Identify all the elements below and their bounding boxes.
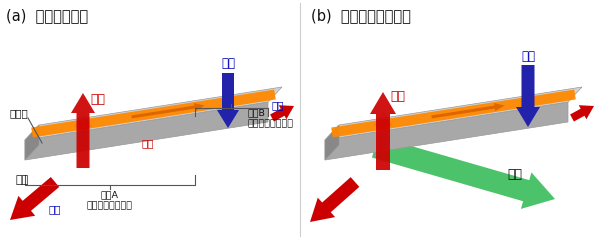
FancyArrow shape (370, 92, 396, 170)
FancyArrow shape (10, 177, 59, 220)
Text: 導電体: 導電体 (10, 108, 29, 118)
FancyArrow shape (431, 103, 505, 118)
Text: 領域A
（正の温度勾配）: 領域A （正の温度勾配） (87, 190, 133, 210)
Text: 磁場: 磁場 (508, 168, 523, 181)
Text: 発熱: 発熱 (390, 90, 405, 103)
Polygon shape (25, 87, 282, 140)
FancyArrow shape (74, 112, 92, 162)
FancyArrow shape (217, 73, 239, 128)
Text: 高温: 高温 (142, 138, 154, 148)
Text: 電流: 電流 (15, 175, 28, 185)
Text: 吸熱: 吸熱 (221, 57, 235, 70)
Text: 低温: 低温 (49, 204, 61, 214)
FancyArrow shape (270, 105, 294, 121)
Text: 発熱: 発熱 (90, 93, 105, 106)
Text: (b)  磁気トムソン効果: (b) 磁気トムソン効果 (311, 8, 411, 23)
Polygon shape (31, 90, 276, 137)
Text: 領域B
（負の温度勾配）: 領域B （負の温度勾配） (248, 108, 294, 128)
FancyArrow shape (131, 103, 205, 118)
Text: (a)  トムソン効果: (a) トムソン効果 (6, 8, 88, 23)
Polygon shape (325, 102, 568, 160)
Polygon shape (25, 102, 268, 160)
FancyArrow shape (71, 93, 95, 168)
FancyArrow shape (372, 136, 555, 209)
Text: 低温: 低温 (272, 100, 284, 110)
Polygon shape (331, 90, 576, 137)
FancyArrow shape (310, 177, 359, 222)
FancyArrow shape (570, 105, 594, 121)
FancyArrow shape (516, 65, 540, 127)
Text: 吸熱: 吸熱 (521, 50, 535, 63)
Polygon shape (25, 125, 39, 160)
Polygon shape (325, 87, 582, 140)
FancyArrow shape (373, 110, 392, 162)
Polygon shape (325, 125, 339, 160)
